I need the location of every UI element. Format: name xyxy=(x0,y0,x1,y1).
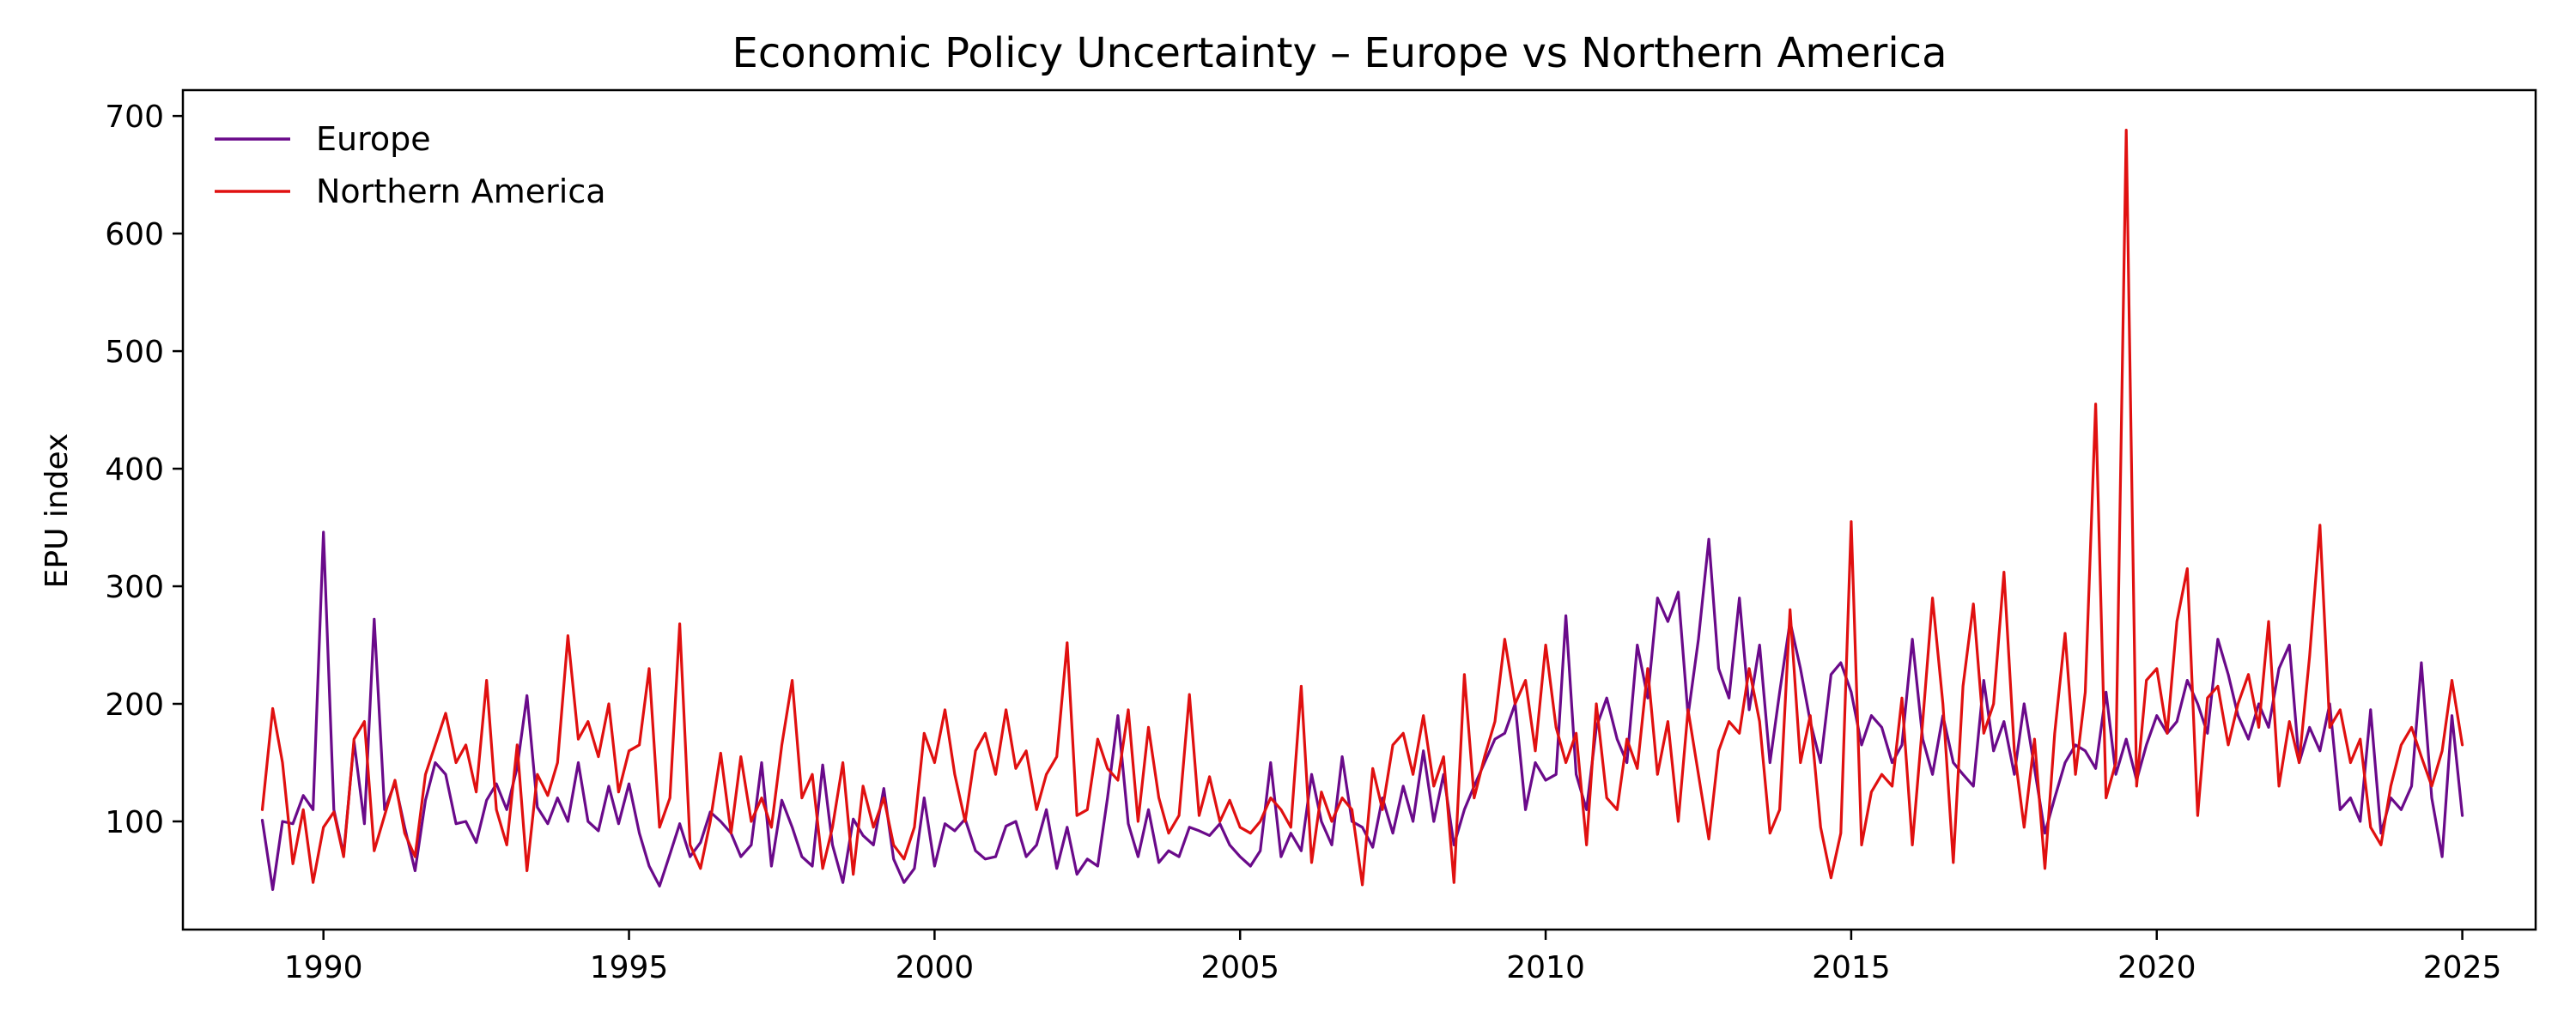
x-tick-label: 2020 xyxy=(2117,950,2196,985)
tick-layer: 1990 1995 2000 2005 2010 2015 2020 2025 100 200 30… xyxy=(105,100,2501,985)
x-tick-label: 2000 xyxy=(896,950,975,985)
series-line-northern-america xyxy=(260,129,2464,887)
x-tick-label: 2015 xyxy=(1812,950,1891,985)
y-tick-label: 300 xyxy=(105,570,164,605)
y-tick-label: 100 xyxy=(105,805,164,840)
chart-title: Economic Policy Uncertainty – Europe vs … xyxy=(732,29,1947,77)
x-tick-label: 1995 xyxy=(590,950,669,985)
y-axis-label: EPU index xyxy=(39,433,75,589)
legend: Europe Northern America xyxy=(215,120,606,210)
x-tick-label: 2025 xyxy=(2423,950,2502,985)
series-layer xyxy=(260,129,2464,891)
y-tick-label: 200 xyxy=(105,688,164,723)
series-line-europe xyxy=(260,530,2464,891)
y-tick-label: 700 xyxy=(105,100,164,135)
legend-label: Northern America xyxy=(316,173,606,210)
y-tick-label: 500 xyxy=(105,335,164,370)
y-tick-label: 400 xyxy=(105,452,164,488)
x-tick-label: 1990 xyxy=(284,950,363,985)
x-tick-label: 2010 xyxy=(1506,950,1585,985)
legend-label: Europe xyxy=(316,120,431,158)
x-tick-label: 2005 xyxy=(1200,950,1279,985)
y-tick-label: 600 xyxy=(105,217,164,252)
plot-frame xyxy=(181,88,2537,931)
